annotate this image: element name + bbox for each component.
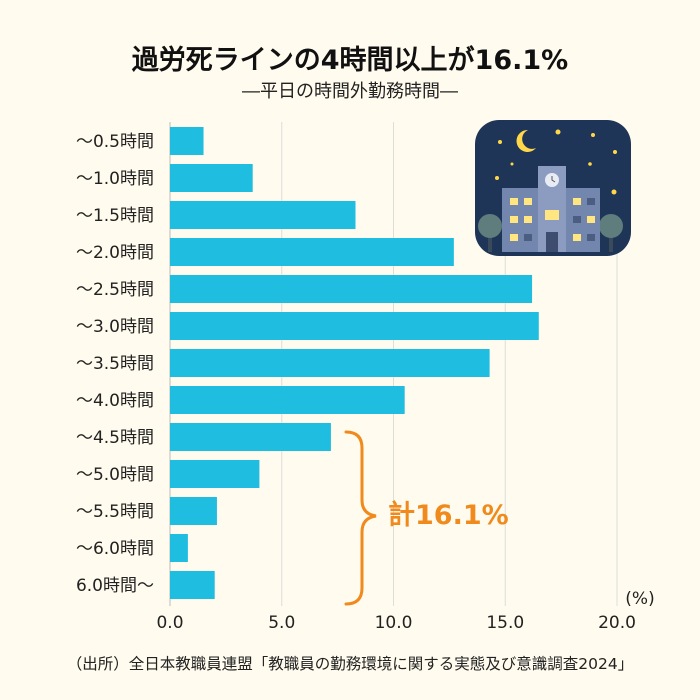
category-label: ～4.0時間 — [76, 391, 154, 411]
category-label: ～1.0時間 — [76, 169, 154, 189]
x-tick-label: 10.0 — [375, 613, 413, 633]
category-label: ～3.5時間 — [76, 354, 154, 374]
bar — [170, 275, 533, 303]
category-label: 6.0時間～ — [76, 576, 154, 596]
stars-icon — [495, 129, 617, 195]
bar — [170, 238, 454, 266]
category-label: ～5.0時間 — [76, 465, 154, 485]
x-tick-label: 5.0 — [268, 613, 295, 633]
chart-subtitle: ―平日の時間外勤務時間― — [242, 81, 458, 102]
x-tick-label: 15.0 — [486, 613, 524, 633]
night-school-illustration — [475, 120, 631, 256]
category-label: ～3.0時間 — [76, 317, 154, 337]
brace-bracket — [344, 430, 377, 606]
category-label: ～2.0時間 — [76, 243, 154, 263]
bar — [170, 312, 539, 340]
bar — [170, 201, 356, 229]
annotation-total: 計16.1% — [388, 499, 509, 531]
category-label: ～6.0時間 — [76, 539, 154, 559]
bar — [170, 534, 188, 562]
category-label: ～2.5時間 — [76, 280, 154, 300]
bar — [170, 349, 490, 377]
moon-icon — [516, 129, 536, 152]
source-note: （出所）全日本教職員連盟「教職員の勤務環境に関する実態及び意識調査2024」 — [66, 655, 634, 673]
bar — [170, 423, 331, 451]
bar — [170, 571, 215, 599]
x-tick-label: 20.0 — [598, 613, 636, 633]
unit-label: (%) — [625, 589, 654, 609]
category-label: ～4.5時間 — [76, 428, 154, 448]
category-label: ～1.5時間 — [76, 206, 154, 226]
category-label: ～5.5時間 — [76, 502, 154, 522]
bar — [170, 164, 253, 192]
bar — [170, 127, 204, 155]
x-tick-label: 0.0 — [156, 613, 183, 633]
bar — [170, 497, 217, 525]
bar — [170, 460, 260, 488]
chart-title: 過労死ラインの4時間以上が16.1% — [131, 45, 569, 76]
category-label: ～0.5時間 — [76, 132, 154, 152]
bar — [170, 386, 405, 414]
